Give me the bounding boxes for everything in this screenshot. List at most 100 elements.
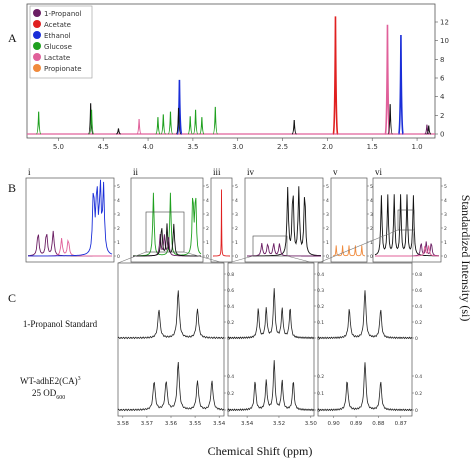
- zoom-connector-right-1: [286, 255, 315, 264]
- panel-c-x-tick-label: 0.88: [372, 421, 385, 427]
- panel-c-x-tick-label: 3.54: [241, 421, 254, 427]
- panel-a-x-tick-label: 1.0: [411, 143, 422, 151]
- panel-c-standard-spectrum: [227, 288, 315, 340]
- peak-glucose-2: [88, 109, 95, 135]
- peak-glucose-10: [187, 116, 193, 135]
- panel-c-subpanel-2: 0 0.1 0.2 0.3 0.4 0 0.1 0.2 3.54 3.52 3.50: [227, 262, 324, 427]
- panel-b-y-tick-label: 4: [370, 198, 373, 204]
- panel-b-label-vi: vi: [375, 167, 383, 177]
- peak-ethanol-18: [397, 35, 404, 135]
- panel-a-y-tick-label: 12: [440, 19, 449, 27]
- panel-b-y-tick-label: 2: [235, 226, 238, 232]
- peak-1-propanol-19: [424, 124, 430, 135]
- panel-b-y-tick-label: 4: [117, 198, 120, 204]
- panel-c-y-tick-label: 0.6: [415, 288, 422, 294]
- panel-b-iii-series-acetate: [213, 189, 230, 257]
- panel-label-a: A: [8, 31, 17, 45]
- panel-b-chart: i012345ii012345iii012345iv012345v012345v…: [25, 167, 447, 263]
- panel-b-y-tick-label: 4: [326, 198, 329, 204]
- peak-ethanol-8: [176, 79, 183, 135]
- panel-a-x-tick-label: 4.5: [98, 143, 109, 151]
- panel-c-x-tick-label: 3.58: [117, 421, 130, 427]
- panel-c-y-tick-label: 0.8: [415, 272, 422, 278]
- legend-label-propionate: Propionate: [44, 65, 82, 73]
- peak-glucose-6: [160, 114, 167, 135]
- panel-b-vi-series-observed: [374, 194, 439, 257]
- panel-b-label-i: i: [28, 167, 31, 177]
- panel-b-y-tick-label: 0: [235, 254, 238, 260]
- panel-b-y-tick-label: 5: [326, 184, 329, 190]
- panel-b-subpanel-iii: iii 0 1 2 3 4 5: [210, 167, 238, 263]
- panel-c-y-tick-label: 0.8: [227, 272, 234, 278]
- legend-swatch-propionate: [33, 64, 41, 72]
- panel-b-y-tick-label: 0: [206, 254, 209, 260]
- panel-a-x-tick-label: 4.0: [142, 143, 153, 151]
- panel-b-y-tick-label: 2: [206, 226, 209, 232]
- panel-b-y-tick-label: 1: [326, 240, 329, 246]
- panel-c-x-tick-label: 0.87: [395, 421, 408, 427]
- peak-lactate-4: [136, 119, 142, 135]
- panel-b-vi-series-lactate: [375, 245, 439, 257]
- panel-c-y-tick-label: 0.2: [317, 304, 324, 310]
- panel-c-x-tick-label: 0.90: [328, 421, 341, 427]
- peak-glucose-7: [167, 111, 174, 135]
- zoom-connectors: [117, 229, 415, 264]
- panel-a-y-ticks: 0 2 4 6 8 10 12: [435, 19, 449, 139]
- peak-glucose-11: [192, 109, 199, 135]
- panel-c-y-tick-label: 0.1: [317, 320, 324, 326]
- zoom-box-0: [145, 211, 185, 253]
- panel-c-x-tick-label: 3.54: [213, 421, 226, 427]
- panel-c-standard-spectrum: [317, 290, 413, 340]
- panel-b-y-tick-label: 1: [444, 240, 447, 246]
- panel-c-y-tick-label: 0.4: [317, 272, 324, 278]
- peak-observed-3: [116, 128, 121, 135]
- panel-b-y-tick-label: 1: [117, 240, 120, 246]
- panel-b-y-tick-label: 1: [235, 240, 238, 246]
- panel-c-y-tick-label-lower: 0.4: [227, 374, 234, 380]
- panel-c-sample-spectrum: [317, 362, 413, 412]
- zoom-connector-right-0: [183, 251, 225, 264]
- panel-a-y-tick-label: 10: [440, 37, 449, 45]
- legend-label-glucose: Glucose: [44, 43, 72, 51]
- panel-b-subpanel-i: i 0 1 2 3 4 5: [25, 167, 120, 263]
- zoom-box-1: [252, 235, 288, 257]
- peak-glucose-13: [212, 106, 219, 135]
- zoom-box-2: [397, 209, 415, 231]
- peak-glucose-0: [35, 111, 42, 135]
- panel-c-sample-spectrum: [227, 360, 315, 412]
- panel-c-y-tick-label-lower: 0: [317, 408, 320, 414]
- panel-b-label-ii: ii: [133, 167, 139, 177]
- panel-c-subpanel-3: 0 0.2 0.4 0.6 0.8 0 0.2 0.4 0.90 0.89 0.88 0.87: [317, 262, 422, 427]
- panel-c-x-tick-label: 3.52: [273, 421, 285, 427]
- panel-c-subpanel-1: 0 0.2 0.4 0.6 0.8 0 0.2 0.4 3.58 3.57 3.56 3.55 3.54: [117, 262, 234, 427]
- panel-a-x-tick-label: 5.0: [53, 143, 64, 151]
- panel-b-y-tick-label: 4: [444, 198, 447, 204]
- panel-c-x-tick-label: 3.50: [305, 421, 318, 427]
- panel-c-y-tick-label: 0: [317, 336, 320, 342]
- zoom-connector-right-2: [411, 229, 415, 264]
- peak-lactate-16: [384, 24, 391, 135]
- panel-b-y-tick-label: 3: [326, 212, 329, 218]
- panel-a-y-tick-label: 0: [440, 131, 444, 139]
- panel-c-frame: [117, 262, 225, 417]
- panel-b-ii-series-observed: [133, 223, 201, 257]
- panel-b-y-tick-label: 3: [235, 212, 238, 218]
- peak-observed-1: [87, 103, 94, 135]
- panel-b-y-tick-label: 1: [370, 240, 373, 246]
- panel-c-y-tick-label: 0.4: [227, 304, 234, 310]
- panel-a-x-tick-label: 1.5: [367, 143, 378, 151]
- panel-b-v-series-propionate: [333, 245, 365, 257]
- legend-label-1-propanol: 1-Propanol: [44, 10, 82, 18]
- panel-c-frame: [317, 262, 413, 417]
- panel-b-y-tick-label: 5: [235, 184, 238, 190]
- panel-c-x-tick-label: 0.89: [350, 421, 363, 427]
- panel-b-frame-iii: [210, 177, 233, 263]
- panel-a-y-tick-label: 4: [440, 93, 445, 101]
- panel-b-y-tick-label: 2: [370, 226, 373, 232]
- panel-c-x-tick-label: 3.57: [141, 421, 154, 427]
- panel-a-frame: [26, 3, 436, 139]
- legend-swatch-glucose: [33, 42, 41, 50]
- peak-observed-14: [291, 119, 297, 135]
- legend-label-acetate: Acetate: [44, 21, 71, 29]
